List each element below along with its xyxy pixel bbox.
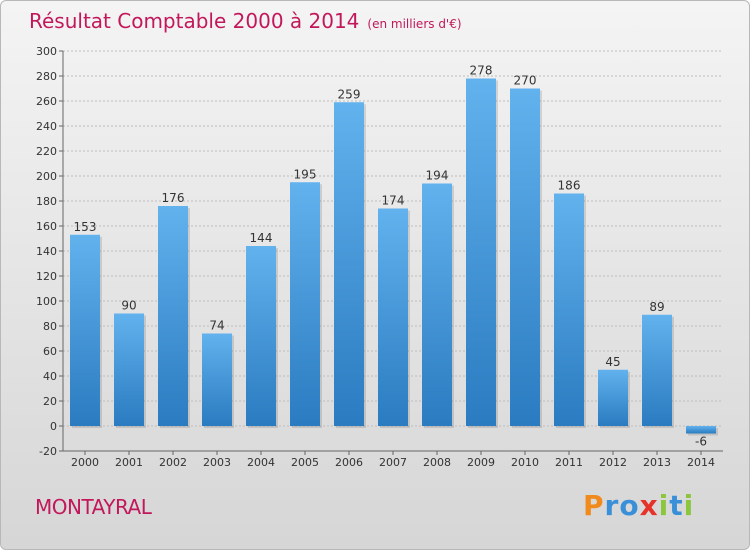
value-label: 278 — [470, 64, 493, 78]
x-tick-label: 2000 — [71, 456, 99, 469]
bars — [70, 78, 718, 436]
y-tick-label: 220 — [36, 145, 57, 158]
chart-title: Résultat Comptable 2000 à 2014 (en millie… — [29, 9, 462, 33]
commune-name: MONTAYRAL — [35, 495, 152, 519]
y-tick-label: -20 — [39, 445, 57, 458]
title-unit: (en milliers d'€) — [367, 17, 462, 31]
y-tick-label: 160 — [36, 220, 57, 233]
value-label: 186 — [558, 179, 581, 193]
logo-letter: i — [658, 489, 670, 522]
y-tick-label: 0 — [50, 420, 57, 433]
value-label: 90 — [121, 299, 136, 313]
y-tick-label: 240 — [36, 120, 57, 133]
x-tick-label: 2013 — [643, 456, 671, 469]
value-label: 194 — [426, 169, 449, 183]
bar — [334, 102, 364, 426]
y-tick-label: 260 — [36, 95, 57, 108]
x-tick-label: 2007 — [379, 456, 407, 469]
logo-letter: i — [683, 489, 695, 522]
value-label: 176 — [162, 191, 185, 205]
bar — [686, 426, 716, 434]
bar — [290, 182, 320, 426]
bar — [466, 78, 496, 426]
value-label: 259 — [338, 87, 361, 101]
logo-letter: x — [639, 489, 659, 522]
y-tick-label: 80 — [43, 320, 57, 333]
x-tick-label: 2006 — [335, 456, 363, 469]
bar — [554, 193, 584, 426]
value-label: 195 — [294, 167, 317, 181]
bar — [598, 369, 628, 426]
bar — [158, 206, 188, 426]
bar — [642, 314, 672, 426]
x-tick-label: 2010 — [511, 456, 539, 469]
bar — [422, 183, 452, 426]
x-tick-label: 2012 — [599, 456, 627, 469]
value-label: -6 — [695, 435, 707, 449]
x-tick-label: 2011 — [555, 456, 583, 469]
x-tick-label: 2008 — [423, 456, 451, 469]
x-tick-label: 2009 — [467, 456, 495, 469]
x-tick-label: 2014 — [687, 456, 715, 469]
y-tick-label: 120 — [36, 270, 57, 283]
x-tick-label: 2004 — [247, 456, 275, 469]
value-label: 153 — [74, 220, 97, 234]
y-tick-label: 60 — [43, 345, 57, 358]
y-tick-label: 40 — [43, 370, 57, 383]
x-tick-label: 2005 — [291, 456, 319, 469]
x-tick-label: 2001 — [115, 456, 143, 469]
logo-letter: r — [604, 489, 620, 522]
bar — [202, 333, 232, 426]
title-text: Résultat Comptable 2000 à 2014 — [29, 9, 360, 33]
y-tick-label: 100 — [36, 295, 57, 308]
logo-letter: o — [619, 489, 640, 522]
value-labels: 153 90 176 74 144 195 259 174 194 278 270 186 45 89 -6 — [74, 64, 707, 449]
y-tick-label: 200 — [36, 170, 57, 183]
value-label: 45 — [605, 355, 620, 369]
bar — [246, 246, 276, 426]
y-tick-label: 140 — [36, 245, 57, 258]
proxiti-logo: Proxiti — [583, 489, 694, 522]
bar — [70, 234, 100, 426]
value-label: 74 — [209, 319, 224, 333]
logo-letter: P — [583, 489, 605, 522]
value-label: 270 — [514, 74, 537, 88]
x-tick-label: 2002 — [159, 456, 187, 469]
y-tick-label: 180 — [36, 195, 57, 208]
y-tick-label: 300 — [36, 45, 57, 58]
y-tick-label: 20 — [43, 395, 57, 408]
value-label: 144 — [250, 231, 273, 245]
x-tick-label: 2003 — [203, 456, 231, 469]
axes: -20 0 20 40 60 80 100 120 140 160 180 200 220 240 260 2… — [36, 45, 723, 469]
logo-letter: t — [669, 489, 684, 522]
value-label: 174 — [382, 194, 405, 208]
value-label: 89 — [649, 300, 664, 314]
bar — [510, 88, 540, 426]
bar — [378, 208, 408, 426]
bar — [114, 313, 144, 426]
y-tick-label: 280 — [36, 70, 57, 83]
